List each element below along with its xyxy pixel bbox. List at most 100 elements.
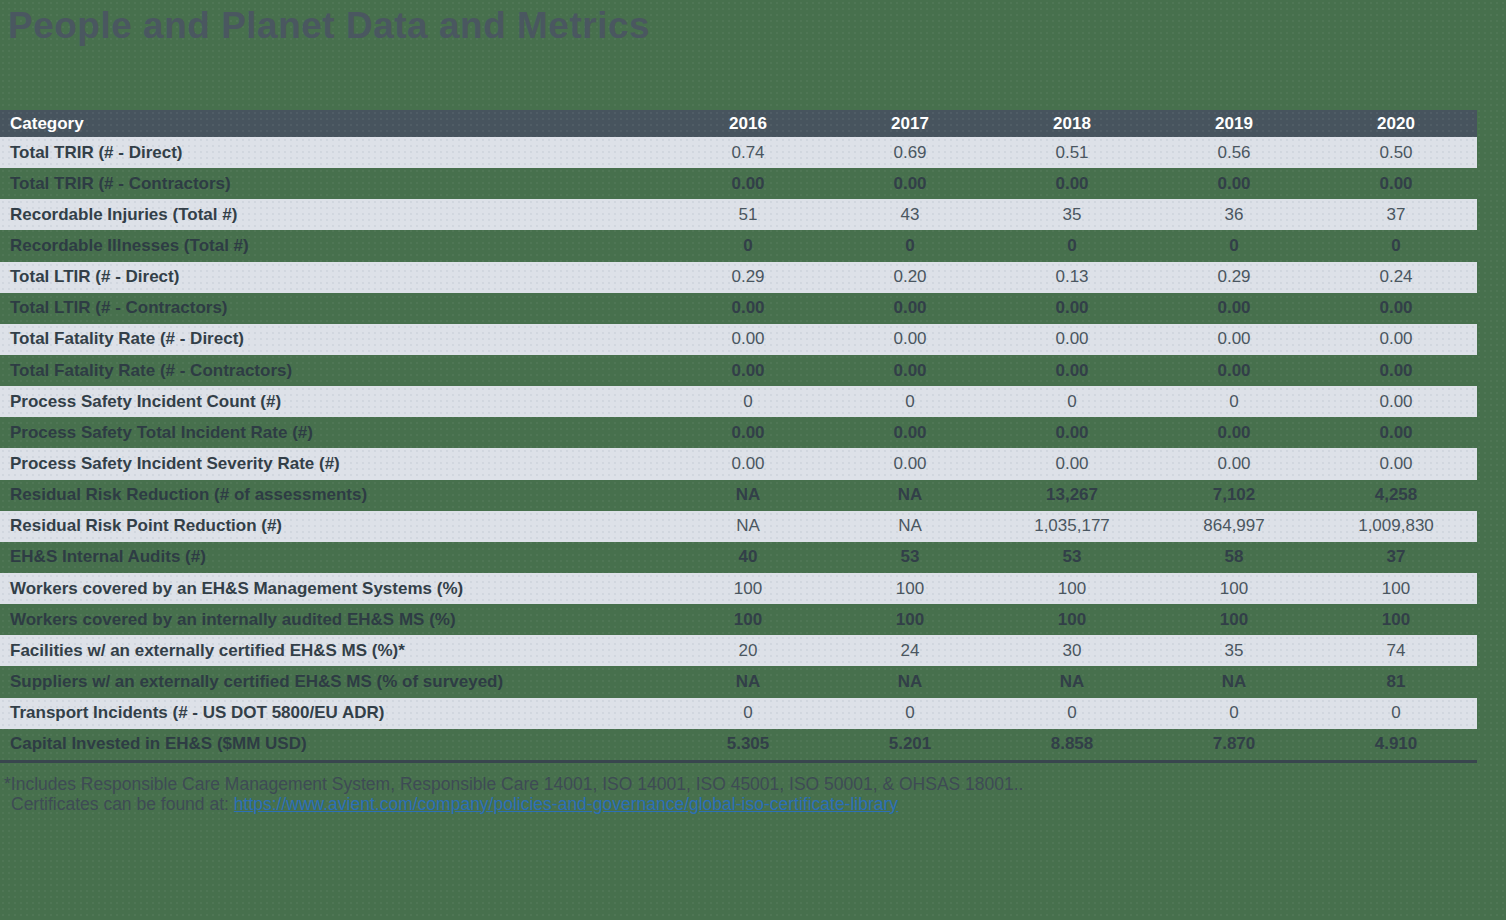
row-label: Residual Risk Reduction (# of assessment… [0,485,667,505]
cell-value: 0 [667,236,829,256]
cell-value: 100 [667,610,829,630]
cell-value: 0.74 [667,143,829,163]
cell-value: 0 [829,703,991,723]
cell-value: 100 [829,579,991,599]
table-row: Total TRIR (# - Direct)0.740.690.510.560… [0,137,1477,168]
cell-value: 30 [991,641,1153,661]
cell-value: 0.00 [991,454,1153,474]
table-row: Facilities w/ an externally certified EH… [0,635,1477,666]
cell-value: 0.00 [667,423,829,443]
table-row: Residual Risk Point Reduction (#)NANA1,0… [0,511,1477,542]
cell-value: 0.00 [667,454,829,474]
cell-value: 43 [829,205,991,225]
cell-value: 7,102 [1153,485,1315,505]
cell-value: 0 [991,392,1153,412]
cell-value: 0.00 [1315,423,1477,443]
table-row: Transport Incidents (# - US DOT 5800/EU … [0,698,1477,729]
cell-value: 0.00 [1153,423,1315,443]
table-row: Total Fatality Rate (# - Direct)0.000.00… [0,324,1477,355]
cell-value: 0.69 [829,143,991,163]
row-label: Process Safety Total Incident Rate (#) [0,423,667,443]
cell-value: 0 [667,392,829,412]
cell-value: 40 [667,547,829,567]
cell-value: 100 [1153,579,1315,599]
cell-value: 100 [829,610,991,630]
cell-value: 0.00 [1315,392,1477,412]
cell-value: 58 [1153,547,1315,567]
cell-value: 0 [829,236,991,256]
cell-value: 100 [991,579,1153,599]
cell-value: 0.13 [991,267,1153,287]
table-row: Total LTIR (# - Contractors)0.000.000.00… [0,293,1477,324]
cell-value: 13,267 [991,485,1153,505]
row-label: Total LTIR (# - Direct) [0,267,667,287]
cell-value: 36 [1153,205,1315,225]
column-header-year: 2020 [1315,114,1477,134]
cell-value: 0 [1315,703,1477,723]
cell-value: 4.910 [1315,734,1477,754]
cell-value: 0.24 [1315,267,1477,287]
cell-value: 35 [991,205,1153,225]
table-row: EH&S Internal Audits (#)4053535837 [0,542,1477,573]
table-row: Total Fatality Rate (# - Contractors)0.0… [0,355,1477,386]
cell-value: 1,035,177 [991,516,1153,536]
cell-value: 0.00 [991,329,1153,349]
cell-value: 0.00 [1153,329,1315,349]
cell-value: 0.29 [667,267,829,287]
cell-value: 1,009,830 [1315,516,1477,536]
cell-value: 8.858 [991,734,1153,754]
cell-value: 0.00 [1315,361,1477,381]
cell-value: 0 [1153,236,1315,256]
table-row: Total TRIR (# - Contractors)0.000.000.00… [0,168,1477,199]
cell-value: 0.00 [991,361,1153,381]
footnote-line2-prefix: Certificates can be found at: [11,794,234,814]
cell-value: 0.00 [1315,174,1477,194]
cell-value: 0.00 [829,329,991,349]
cell-value: NA [829,672,991,692]
column-header-year: 2016 [667,114,829,134]
table-row: Process Safety Total Incident Rate (#)0.… [0,417,1477,448]
cell-value: 0.00 [1153,361,1315,381]
cell-value: 5.201 [829,734,991,754]
cell-value: NA [667,516,829,536]
footnote-line2: Certificates can be found at: https://ww… [4,795,1024,815]
cell-value: 37 [1315,205,1477,225]
cell-value: 0.00 [667,329,829,349]
cell-value: 864,997 [1153,516,1315,536]
certificate-library-link[interactable]: https://www.avient.com/company/policies-… [234,794,898,814]
cell-value: 37 [1315,547,1477,567]
row-label: Capital Invested in EH&S ($MM USD) [0,734,667,754]
footnote-line1: *Includes Responsible Care Management Sy… [4,775,1024,795]
cell-value: 100 [991,610,1153,630]
cell-value: 35 [1153,641,1315,661]
cell-value: 53 [991,547,1153,567]
cell-value: 100 [1153,610,1315,630]
table-row: Suppliers w/ an externally certified EH&… [0,666,1477,697]
cell-value: NA [667,485,829,505]
column-header-year: 2018 [991,114,1153,134]
cell-value: NA [1153,672,1315,692]
cell-value: 74 [1315,641,1477,661]
cell-value: 0.00 [667,174,829,194]
row-label: Transport Incidents (# - US DOT 5800/EU … [0,703,667,723]
cell-value: 0.00 [1153,174,1315,194]
table-row: Residual Risk Reduction (# of assessment… [0,480,1477,511]
row-label: Recordable Illnesses (Total #) [0,236,667,256]
cell-value: 53 [829,547,991,567]
cell-value: 0.00 [1153,298,1315,318]
cell-value: 0.50 [1315,143,1477,163]
cell-value: 100 [1315,579,1477,599]
cell-value: 0.51 [991,143,1153,163]
cell-value: 20 [667,641,829,661]
cell-value: 5.305 [667,734,829,754]
cell-value: 0.00 [667,298,829,318]
cell-value: NA [667,672,829,692]
cell-value: 0.29 [1153,267,1315,287]
cell-value: 0.56 [1153,143,1315,163]
row-label: Recordable Injuries (Total #) [0,205,667,225]
table-row: Workers covered by an internally audited… [0,604,1477,635]
cell-value: 0.00 [829,174,991,194]
table-row: Process Safety Incident Severity Rate (#… [0,448,1477,479]
row-label: Workers covered by an EH&S Management Sy… [0,579,667,599]
cell-value: 0.20 [829,267,991,287]
